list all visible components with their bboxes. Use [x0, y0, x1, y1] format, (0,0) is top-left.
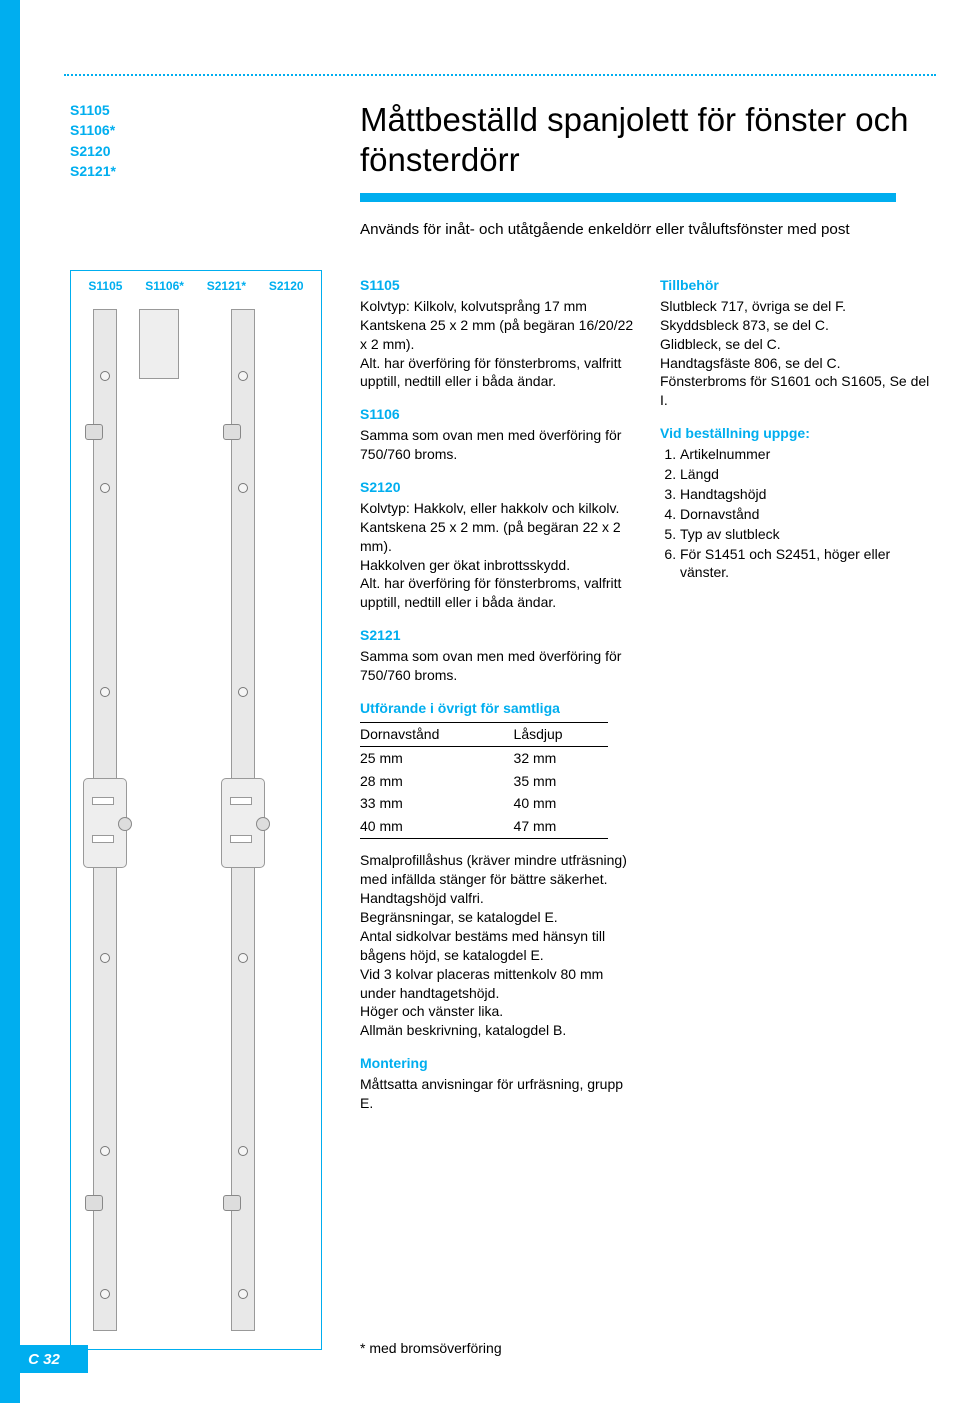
section-body: Kolvtyp: Hakkolv, eller hakkolv och kilk… — [360, 499, 636, 612]
section-body: Kolvtyp: Kilkolv, kolvutsprång 17 mm Kan… — [360, 297, 636, 391]
section-body: Måttsatta anvisningar för urfräsning, gr… — [360, 1075, 636, 1113]
lock-body-icon — [83, 778, 127, 868]
list-item: För S1451 och S2451, höger eller vänster… — [680, 545, 936, 583]
body-columns: S1105 Kolvtyp: Kilkolv, kolvutsprång 17 … — [360, 276, 936, 1115]
figure-labels: S1105 S1106* S2121* S2120 — [71, 279, 321, 293]
list-item: Längd — [680, 465, 936, 484]
figure-label: S2120 — [269, 279, 304, 293]
section-heading: S2120 — [360, 478, 636, 497]
column-2: Tillbehör Slutbleck 717, övriga se del F… — [660, 276, 936, 1115]
section-heading: Vid beställning uppge: — [660, 424, 936, 443]
section-heading: S1105 — [360, 276, 636, 295]
section-body: Smalprofillåshus (kräver mindre utfräsni… — [360, 851, 636, 1040]
page-number-badge: C 32 — [0, 1345, 88, 1373]
table-row: 28 mm35 mm — [360, 770, 608, 793]
cam-icon — [223, 1195, 241, 1211]
page-title: Måttbeställd spanjolett för fönster och … — [360, 100, 936, 179]
footnote: * med bromsöverföring — [360, 1340, 502, 1356]
list-item: Typ av slutbleck — [680, 525, 936, 544]
dotted-divider — [64, 74, 936, 76]
table-row: 33 mm40 mm — [360, 792, 608, 815]
table-header: Låsdjup — [514, 722, 609, 746]
section-body: Samma som ovan men med överföring för 75… — [360, 426, 636, 464]
cam-icon — [85, 424, 103, 440]
ordering-list: Artikelnummer Längd Handtagshöjd Dornavs… — [660, 445, 936, 582]
product-figure: S1105 S1106* S2121* S2120 — [70, 270, 322, 1350]
cam-icon — [85, 1195, 103, 1211]
column-1: S1105 Kolvtyp: Kilkolv, kolvutsprång 17 … — [360, 276, 636, 1115]
table-header-row: Dornavstånd Låsdjup — [360, 722, 608, 746]
page-content: S1105 S1106* S2120 S2121* Måttbeställd s… — [70, 100, 936, 201]
section-heading: S2121 — [360, 626, 636, 645]
page-left-accent-bar — [0, 0, 20, 1403]
intro-text: Används för inåt- och utåtgående enkeldö… — [360, 220, 876, 241]
figure-label: S1105 — [88, 279, 122, 293]
figure-area — [71, 299, 321, 1341]
section-body: Samma som ovan men med överföring för 75… — [360, 647, 636, 685]
section-heading: Utförande i övrigt för samtliga — [360, 699, 636, 718]
page-number: C 32 — [28, 1351, 60, 1368]
table-row: 40 mm47 mm — [360, 815, 608, 838]
section-heading: Tillbehör — [660, 276, 936, 295]
cam-icon — [223, 424, 241, 440]
figure-label: S2121* — [207, 279, 246, 293]
hinge-piece-icon — [139, 309, 179, 379]
section-body: Slutbleck 717, övriga se del F. Skyddsbl… — [660, 297, 936, 410]
list-item: Handtagshöjd — [680, 485, 936, 504]
list-item: Dornavstånd — [680, 505, 936, 524]
lock-body-icon — [221, 778, 265, 868]
table-header: Dornavstånd — [360, 722, 514, 746]
section-heading: S1106 — [360, 405, 636, 424]
table-row: 25 mm32 mm — [360, 746, 608, 769]
figure-label: S1106* — [145, 279, 184, 293]
section-heading: Montering — [360, 1054, 636, 1073]
dimensions-table: Dornavstånd Låsdjup 25 mm32 mm 28 mm35 m… — [360, 722, 608, 839]
title-underline — [360, 193, 896, 202]
list-item: Artikelnummer — [680, 445, 936, 464]
